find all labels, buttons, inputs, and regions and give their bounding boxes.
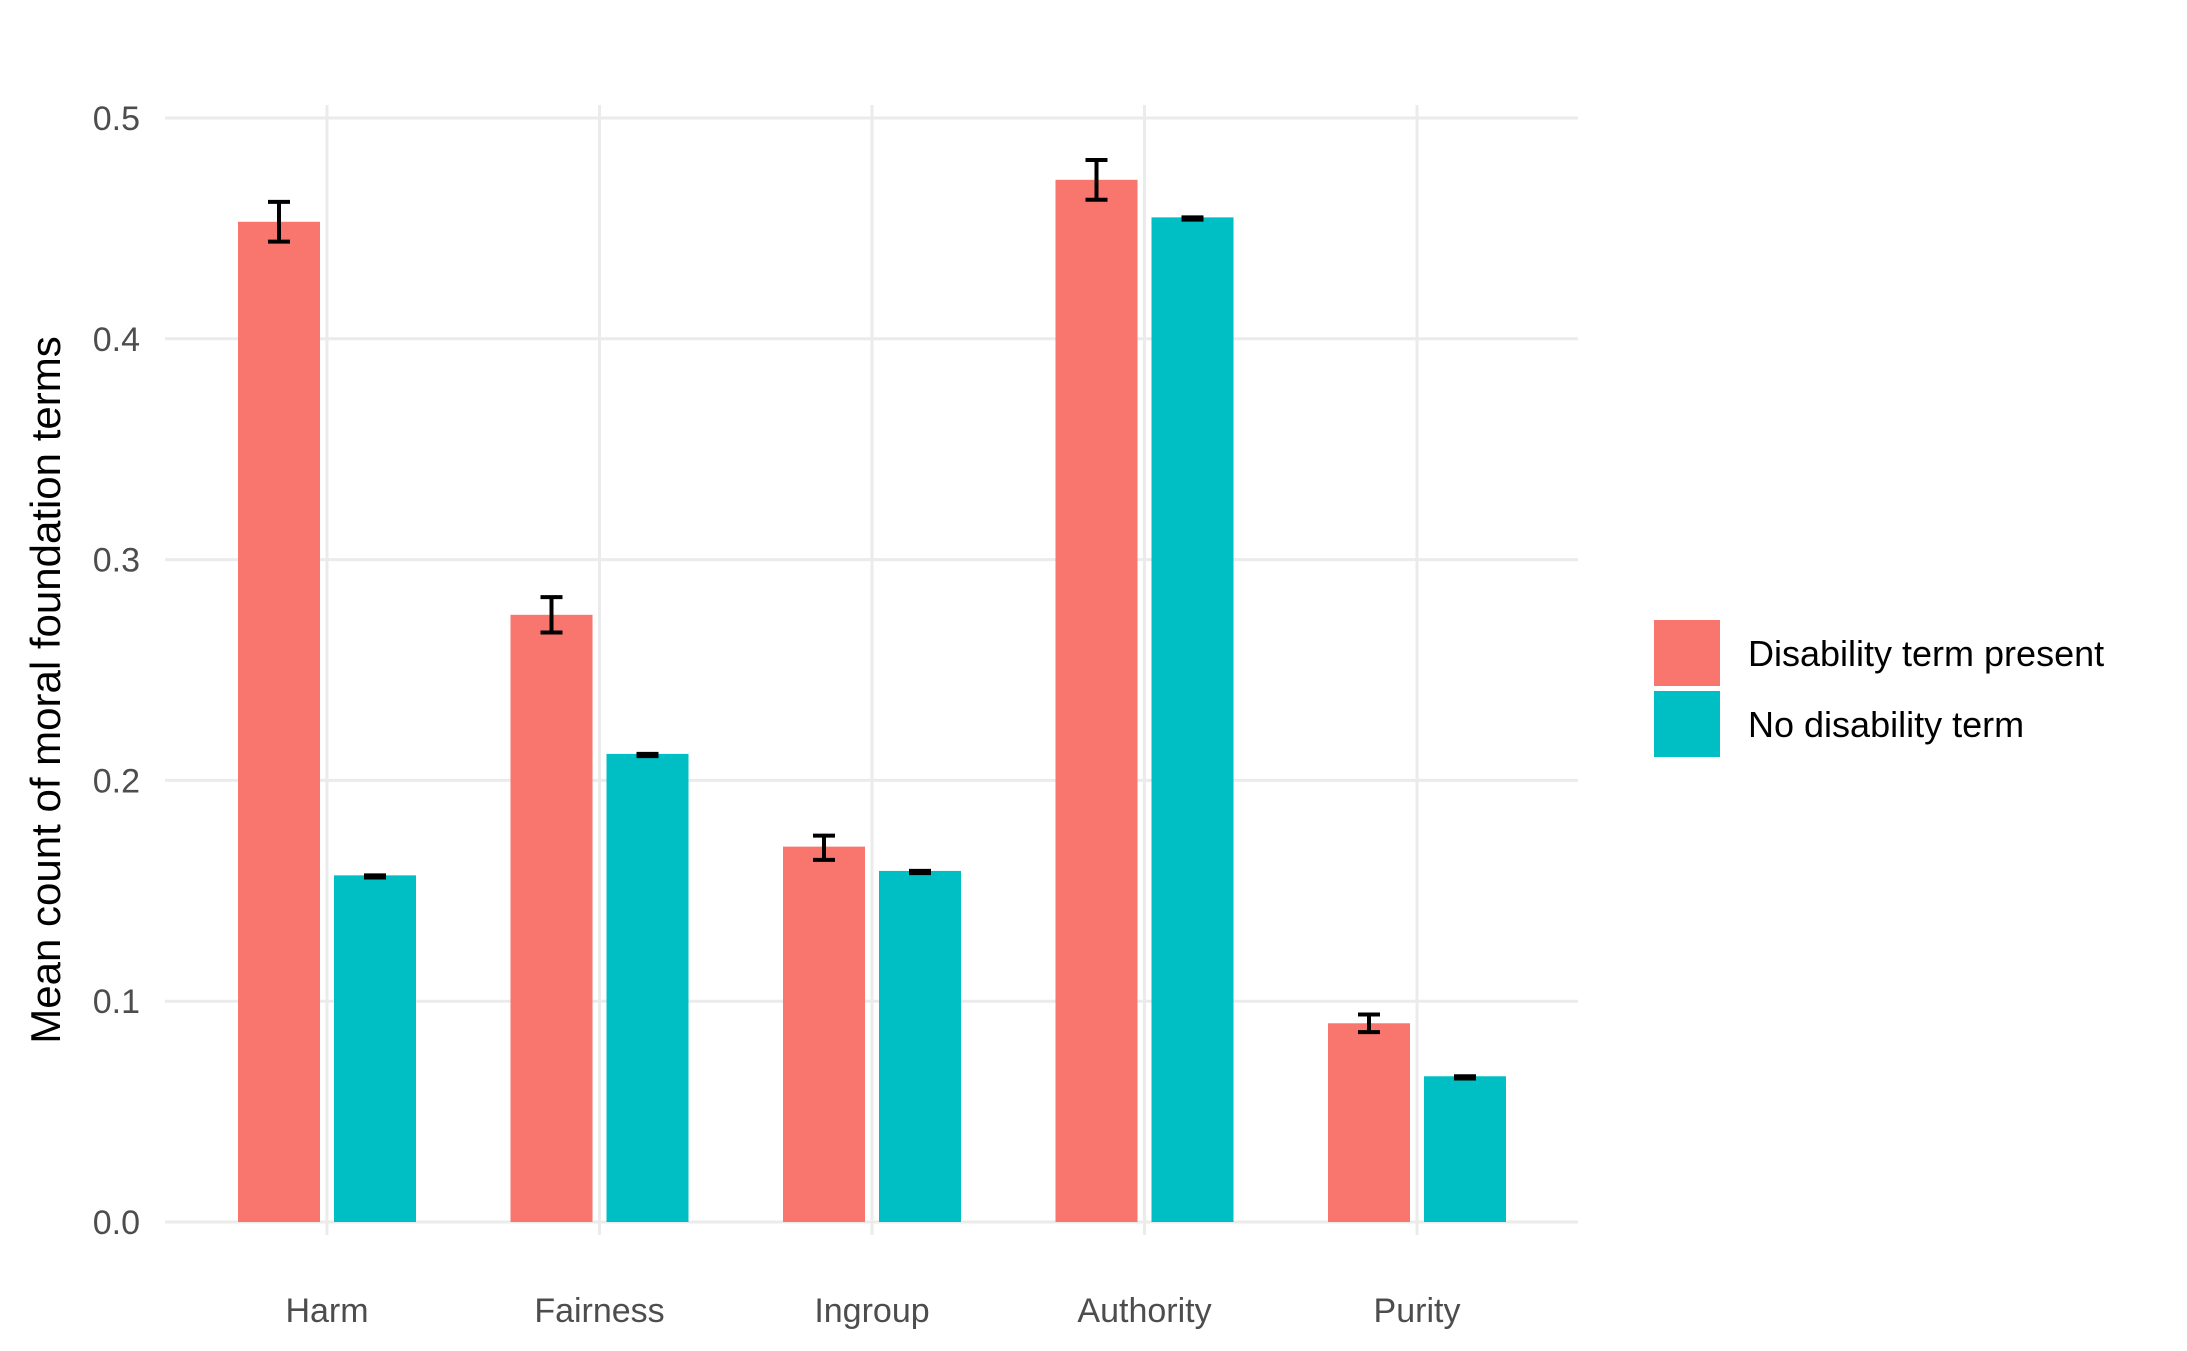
error-bar (364, 873, 386, 880)
y-tick-label: 0.5 (93, 100, 140, 138)
error-bar (1085, 157, 1108, 202)
x-tick-label: Authority (1077, 1292, 1211, 1330)
error-bar (909, 868, 931, 876)
bar (1328, 1023, 1410, 1222)
y-tick-label: 0.4 (93, 321, 140, 359)
legend-label: Disability term present (1748, 633, 2104, 674)
bar (1424, 1076, 1506, 1222)
error-bar (636, 751, 659, 759)
y-tick-label: 0.3 (93, 542, 140, 580)
error-bar (1454, 1074, 1476, 1081)
bars (238, 179, 1506, 1223)
error-bar (813, 833, 835, 862)
x-axis-tick-labels: Harm Fairness Ingroup Authority Purity (285, 1292, 1460, 1330)
bar (783, 846, 865, 1222)
legend-label: No disability term (1748, 704, 2024, 745)
x-tick-label: Fairness (534, 1292, 664, 1330)
x-tick-label: Purity (1374, 1292, 1461, 1330)
error-bar (540, 595, 563, 635)
error-bar (268, 199, 290, 244)
error-bar (1358, 1012, 1380, 1035)
x-tick-label: Harm (285, 1292, 368, 1330)
y-tick-label: 0.2 (93, 762, 140, 800)
legend-key (1654, 691, 1720, 757)
legend: Disability term present No disability ter… (1654, 620, 2104, 757)
y-axis-title: Mean count of moral foundation terms (22, 336, 69, 1043)
y-tick-label: 0.1 (93, 983, 140, 1021)
bar (510, 614, 593, 1222)
x-tick-label: Ingroup (814, 1292, 929, 1330)
bar (606, 753, 689, 1222)
legend-key (1654, 620, 1720, 686)
bar (879, 870, 961, 1222)
bar (238, 221, 320, 1222)
bar (1151, 217, 1234, 1223)
error-bars (268, 157, 1476, 1081)
bar (334, 875, 416, 1222)
error-bar (1181, 215, 1204, 222)
y-tick-label: 0.0 (93, 1204, 140, 1242)
bar (1055, 179, 1138, 1223)
y-axis-tick-labels: 0.0 0.1 0.2 0.3 0.4 0.5 (93, 100, 140, 1242)
